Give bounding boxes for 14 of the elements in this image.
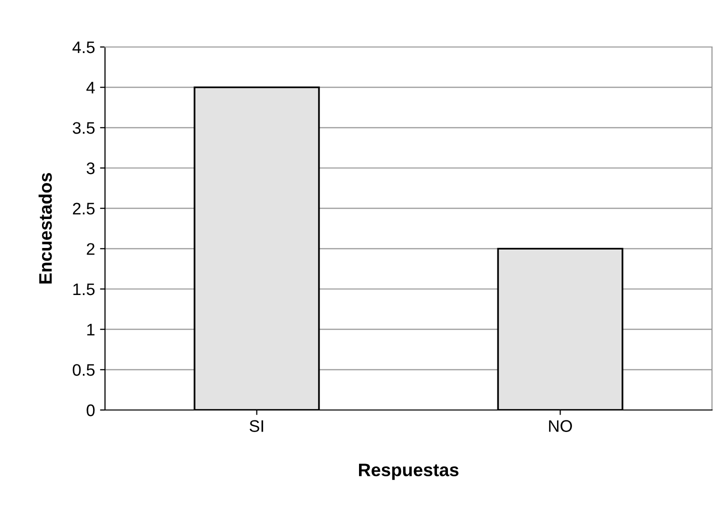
- y-axis-title: Encuestados: [38, 173, 52, 284]
- y-tick-label: 3.5: [72, 122, 95, 134]
- x-tick-label: NO: [549, 420, 572, 432]
- y-tick-label: 0: [86, 404, 95, 416]
- y-tick-label: 2: [86, 243, 94, 255]
- x-axis-title: Respuestas: [359, 464, 458, 480]
- y-tick-label: 0.5: [72, 364, 95, 376]
- y-tick-label: 1.5: [73, 284, 95, 296]
- x-tick-label: SI: [250, 420, 264, 432]
- y-tick-label: 3: [86, 162, 95, 174]
- y-tick-label: 4.5: [72, 42, 95, 54]
- y-tick-label: 2.5: [72, 202, 95, 215]
- y-tick-label: 1: [87, 324, 94, 336]
- y-tick-label: 4: [86, 82, 95, 94]
